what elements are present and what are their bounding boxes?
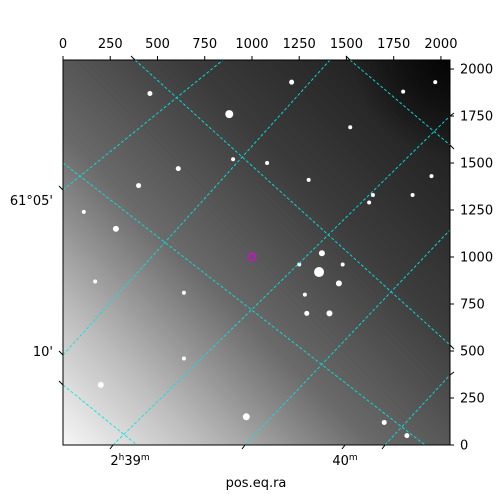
top-tick-label-5: 1250 xyxy=(283,37,316,52)
bottom-coord-tick-1 xyxy=(241,444,246,450)
star-24 xyxy=(429,174,434,179)
bottom-ra-axis: 2h39m 40m xyxy=(109,444,386,469)
bottom-coord-tick-2 xyxy=(341,444,346,450)
dec-tick-label-0: 61°05' xyxy=(10,194,53,209)
grid-line-4 xyxy=(384,374,450,445)
star-19 xyxy=(381,419,387,425)
left-coord-tick-2 xyxy=(58,380,64,386)
star-31 xyxy=(306,177,311,182)
top-tick-label-6: 1500 xyxy=(330,37,363,52)
star-22 xyxy=(181,356,186,361)
right-y-axis: 0 250 500 750 1000 1250 1500 1750 2000 xyxy=(449,63,493,454)
star-27 xyxy=(302,292,307,297)
grid-line-1 xyxy=(63,60,331,356)
star-12 xyxy=(370,192,375,197)
top-coord-tick-0 xyxy=(130,55,136,61)
top-tick-label-4: 1000 xyxy=(235,37,268,52)
right-tick-label-7: 1750 xyxy=(460,110,493,125)
right-coord-tick-1 xyxy=(449,144,455,150)
target-marker xyxy=(247,252,257,262)
star-20 xyxy=(404,433,410,439)
right-coord-tick-0 xyxy=(449,112,455,117)
star-field xyxy=(81,79,438,439)
top-tick-label-2: 500 xyxy=(145,37,170,52)
bottom-coord-tick-0 xyxy=(109,444,114,450)
sky-image-corner-shade xyxy=(63,60,450,445)
top-tick-label-8: 2000 xyxy=(424,37,457,52)
star-11 xyxy=(401,89,406,94)
star-21 xyxy=(97,381,104,388)
right-tick-label-4: 1000 xyxy=(460,251,493,266)
left-coord-tick-0 xyxy=(58,185,64,191)
right-coord-tick-2 xyxy=(449,344,455,350)
grid-line-6 xyxy=(63,162,426,445)
star-30 xyxy=(93,279,98,284)
grid-line-2 xyxy=(112,115,450,445)
star-14 xyxy=(175,166,181,172)
top-tick-label-0: 0 xyxy=(59,37,67,52)
ra-tick-label-1: 40m xyxy=(332,453,357,469)
top-tick-label-1: 250 xyxy=(98,37,123,52)
star-28 xyxy=(265,161,270,166)
star-18 xyxy=(410,192,415,197)
star-29 xyxy=(231,157,236,162)
star-4 xyxy=(335,280,342,287)
right-tick-label-3: 750 xyxy=(460,298,485,313)
right-tick-label-2: 500 xyxy=(460,345,485,360)
star-26 xyxy=(340,262,345,267)
star-10 xyxy=(289,79,295,85)
plot-frame xyxy=(62,59,451,446)
left-coord-tick-1 xyxy=(58,350,64,356)
grid-line-7 xyxy=(63,384,138,445)
top-coord-tick-1 xyxy=(345,55,351,61)
x-axis-label: pos.eq.ra xyxy=(226,476,287,491)
star-23 xyxy=(433,80,438,85)
left-dec-axis: 61°05' 10' xyxy=(10,185,64,386)
coordinate-grid xyxy=(63,60,450,445)
star-25 xyxy=(367,200,372,205)
star-9 xyxy=(136,183,142,189)
right-tick-label-5: 1250 xyxy=(460,204,493,219)
star-0 xyxy=(225,110,234,119)
star-6 xyxy=(304,310,310,316)
star-13 xyxy=(348,125,353,130)
right-tick-label-1: 250 xyxy=(460,392,485,407)
star-16 xyxy=(181,290,186,295)
grid-line-0 xyxy=(63,60,224,191)
star-2 xyxy=(318,250,325,257)
plot-area xyxy=(62,59,451,446)
grid-line-5 xyxy=(134,60,450,346)
star-3 xyxy=(314,267,325,278)
ra-tick-label-0: 2h39m xyxy=(110,453,149,469)
right-tick-label-0: 0 xyxy=(460,439,468,454)
top-x-axis: 0 250 500 750 1000 1250 1500 1750 2000 xyxy=(59,37,457,61)
star-1 xyxy=(147,90,153,96)
right-tick-label-6: 1500 xyxy=(460,157,493,172)
star-8 xyxy=(112,225,119,232)
top-tick-label-7: 1750 xyxy=(377,37,410,52)
right-coord-tick-3 xyxy=(449,371,455,376)
star-5 xyxy=(326,310,333,317)
dec-tick-label-1: 10' xyxy=(33,345,53,360)
star-7 xyxy=(242,413,250,421)
top-tick-label-3: 750 xyxy=(192,37,217,52)
star-17 xyxy=(297,262,302,267)
grid-line-3 xyxy=(244,229,450,445)
grid-line-8 xyxy=(349,60,450,146)
right-tick-label-8: 2000 xyxy=(460,63,493,78)
star-15 xyxy=(81,209,86,214)
bottom-coord-tick-3 xyxy=(381,444,386,450)
